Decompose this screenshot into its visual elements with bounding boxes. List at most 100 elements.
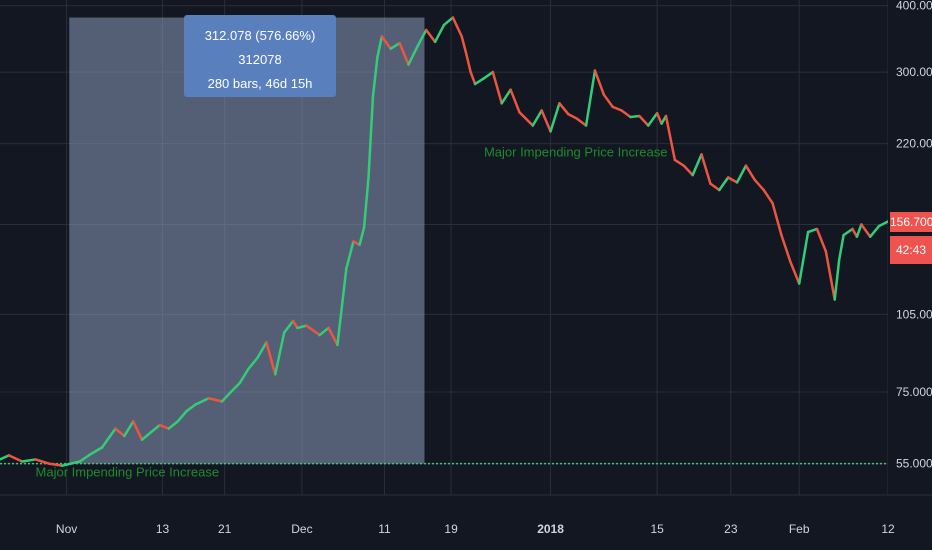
- price-segment: [47, 462, 64, 467]
- price-segment: [473, 77, 486, 86]
- price-segment: [682, 164, 694, 177]
- price-segment: [345, 240, 355, 270]
- price-segment: [877, 220, 890, 228]
- x-axis: Nov 13 21 Dec 11 19 2018 15 23 Feb 12: [0, 494, 932, 536]
- price-segment: [575, 117, 588, 127]
- y-tick-label: 400.000: [896, 0, 932, 13]
- price-segment: [718, 176, 730, 192]
- price-segment: [358, 226, 366, 246]
- x-tick-label: 2018: [537, 522, 564, 536]
- price-segment: [815, 227, 828, 253]
- x-tick-label: 19: [444, 522, 458, 536]
- price-segment: [398, 41, 410, 66]
- price-segment: [282, 319, 295, 334]
- measure-tooltip: 312.078 (576.66%) 312078 280 bars, 46d 1…: [184, 15, 336, 97]
- price-segment: [558, 102, 570, 116]
- price-segment: [100, 427, 117, 449]
- price-segment: [842, 227, 854, 237]
- price-segment: [336, 267, 348, 347]
- price-segment: [371, 55, 379, 98]
- price-series: [0, 16, 890, 467]
- price-segment: [176, 410, 188, 423]
- price-segment: [265, 341, 277, 376]
- x-tick-label: 12: [881, 522, 895, 536]
- price-segment: [238, 367, 250, 385]
- x-tick-label: Feb: [789, 522, 810, 536]
- annotation-label: Major Impending Price Increase: [36, 465, 220, 480]
- price-segment: [620, 109, 632, 119]
- price-segment: [509, 88, 521, 114]
- price-segment: [296, 324, 308, 330]
- price-segment: [247, 356, 259, 370]
- price-segment: [629, 114, 641, 119]
- price-segment: [78, 454, 91, 463]
- x-tick-label: 21: [218, 522, 232, 536]
- price-segment: [416, 28, 428, 48]
- price-segment: [185, 403, 197, 413]
- y-tick-label: 220.000: [896, 137, 932, 151]
- price-segment: [451, 16, 464, 38]
- price-segment: [460, 35, 468, 55]
- price-segment: [149, 423, 162, 434]
- price-segment: [469, 70, 477, 86]
- price-segment: [833, 258, 841, 301]
- price-segment: [709, 182, 721, 192]
- price-segment: [638, 114, 650, 127]
- price-segment: [860, 223, 872, 238]
- price-segment: [229, 381, 242, 394]
- price-segment: [735, 164, 748, 184]
- price-segment: [824, 250, 836, 301]
- price-segment: [531, 109, 543, 127]
- y-tick-label: 105.000: [896, 307, 932, 321]
- price-segment: [20, 458, 37, 463]
- x-tick-label: 15: [650, 522, 664, 536]
- price-segment: [868, 224, 881, 238]
- price-segment: [7, 454, 24, 463]
- price-segment: [291, 319, 299, 330]
- price-segment: [500, 88, 512, 105]
- price-segment: [367, 95, 375, 179]
- price-segment: [376, 35, 384, 59]
- price-segment: [691, 153, 703, 177]
- price-segment: [762, 188, 774, 205]
- price-segment: [806, 227, 819, 234]
- price-segment: [194, 396, 210, 406]
- price-segment: [797, 230, 810, 285]
- price-segment: [220, 390, 233, 403]
- price-segment: [140, 430, 153, 441]
- price-segment: [207, 396, 224, 403]
- y-axis-panel: [888, 0, 932, 550]
- price-segment: [837, 233, 845, 262]
- price-segment: [771, 201, 783, 237]
- price-segment: [753, 178, 765, 192]
- x-tick-label: 23: [724, 522, 738, 536]
- price-segment: [442, 16, 455, 27]
- x-tick-label: 13: [156, 522, 170, 536]
- countdown-tag: 42:43: [890, 235, 932, 264]
- price-segment: [60, 462, 73, 467]
- price-segment: [158, 423, 170, 430]
- price-segment: [655, 111, 663, 125]
- price-segment: [424, 28, 437, 44]
- price-segment: [700, 153, 712, 185]
- price-segment: [549, 102, 561, 133]
- current-price-tag: 156.700: [890, 211, 932, 232]
- annotations: Major Impending Price Increase Major Impe…: [36, 145, 668, 480]
- price-segment: [167, 420, 179, 430]
- x-tick-label: Dec: [291, 522, 312, 536]
- price-segment: [726, 176, 739, 184]
- price-segment: [593, 69, 606, 96]
- price-segment: [482, 70, 495, 80]
- price-segment: [362, 176, 370, 229]
- price-segment: [664, 114, 677, 162]
- y-tick-label: 300.000: [896, 65, 932, 79]
- y-tick-label: 75.000: [896, 385, 932, 399]
- x-tick-label: Nov: [56, 522, 77, 536]
- price-segment: [567, 112, 579, 121]
- price-segment: [744, 164, 757, 182]
- price-segment: [256, 341, 268, 360]
- price-segment: [131, 420, 144, 441]
- price-segment: [327, 326, 339, 347]
- price-segment: [855, 223, 863, 238]
